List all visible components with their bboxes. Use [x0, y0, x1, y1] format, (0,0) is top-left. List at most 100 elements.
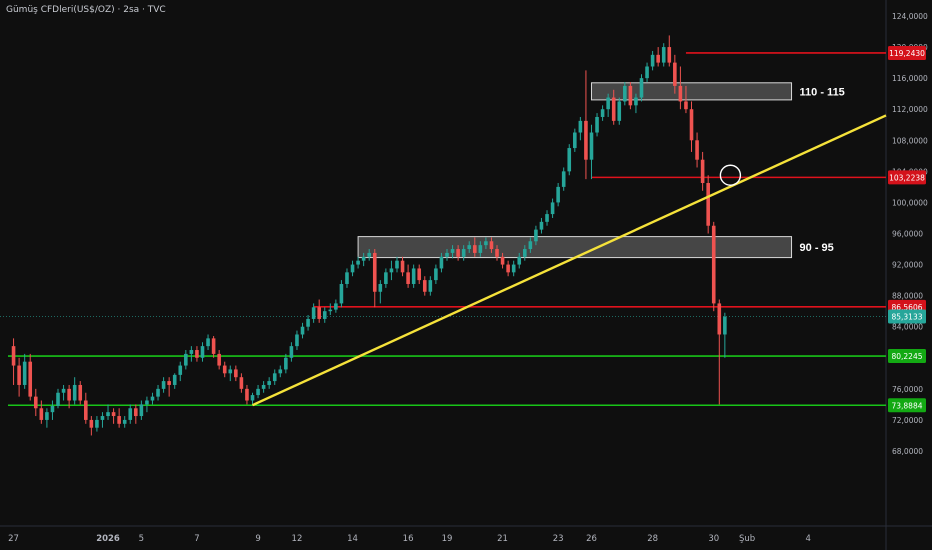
level-price-tag	[888, 398, 926, 413]
candle-body	[606, 97, 610, 110]
candle-body	[645, 66, 649, 79]
x-tick-label: 30	[708, 534, 719, 544]
level-price-tag-text: 80,2245	[891, 352, 922, 361]
x-tick-label: 26	[586, 534, 597, 544]
candle-body	[623, 85, 627, 102]
candle-body	[628, 85, 633, 106]
candle-body	[172, 374, 177, 385]
time-axis[interactable]: 27 2026 5 7 9 12 14 16 19 21 23 26 28 30 Şub 4	[8, 534, 811, 544]
level-price-tag-text: 103,2238	[889, 173, 925, 182]
candle-body	[667, 47, 672, 63]
candle-body	[461, 249, 466, 257]
candle-body	[272, 373, 277, 382]
candle-body	[428, 280, 433, 292]
y-tick-label: 100,0000	[892, 198, 928, 207]
candle-body	[239, 377, 244, 389]
price-axis[interactable]: 124,0000120,0000116,0000112,0000108,0000…	[892, 12, 928, 456]
candle-body	[145, 400, 149, 405]
y-tick-label: 88,0000	[892, 292, 923, 301]
candle-body	[261, 384, 266, 389]
candle-body	[206, 338, 210, 347]
candle-body	[500, 256, 505, 265]
candle-body	[317, 307, 321, 319]
candle-body	[28, 361, 33, 397]
zone-label: 110 - 115	[800, 86, 845, 98]
candle-body	[178, 365, 183, 375]
x-tick-label: 16	[403, 534, 414, 544]
candle-body	[678, 85, 683, 102]
candle-body	[61, 388, 66, 393]
candle-body	[539, 221, 544, 230]
candle-body	[578, 120, 583, 133]
candle-body	[56, 392, 60, 406]
y-tick-label: 84,0000	[892, 323, 923, 332]
zone-box[interactable]	[357, 236, 793, 259]
candle-body	[517, 256, 522, 265]
y-tick-label: 112,0000	[892, 105, 928, 114]
zone-box[interactable]	[590, 82, 793, 101]
x-tick-label: 12	[292, 534, 303, 544]
candle-body	[650, 54, 655, 67]
candle-body	[595, 116, 599, 133]
y-tick-label: 108,0000	[892, 136, 928, 145]
candle-body	[89, 419, 94, 428]
candle-body	[467, 245, 472, 250]
horizontal-levels[interactable]	[0, 52, 886, 407]
candle-body	[267, 381, 271, 385]
candle-body	[300, 326, 305, 335]
candle-body	[122, 419, 127, 424]
candle-body	[634, 97, 638, 106]
candle-body	[422, 280, 427, 292]
candle-body	[22, 361, 27, 385]
level-price-tag	[888, 45, 926, 60]
candle-body	[684, 101, 688, 110]
candle-body	[584, 120, 588, 160]
last-price-tag	[888, 309, 926, 324]
candle-body	[472, 245, 477, 253]
candle-body	[372, 252, 377, 292]
candle-body	[361, 256, 366, 261]
candle-body	[284, 357, 288, 370]
level-price-tag-text: 86,5606	[891, 303, 922, 312]
candle-body	[639, 78, 644, 98]
candle-body	[339, 283, 344, 304]
y-tick-label: 76,0000	[892, 385, 923, 394]
x-tick-label: 21	[497, 534, 508, 544]
candle-body	[222, 365, 227, 374]
y-tick-label: 124,0000	[892, 12, 928, 21]
candle-body	[195, 350, 199, 358]
x-tick-label: Şub	[739, 534, 755, 544]
candle-body	[167, 381, 171, 385]
candle-body	[334, 303, 338, 310]
candle-body	[161, 381, 166, 389]
candle-body	[11, 346, 16, 366]
candle-body	[661, 47, 666, 63]
candle-body	[573, 132, 577, 149]
intersection-marker	[719, 164, 742, 186]
zone-label: 90 - 95	[800, 242, 834, 254]
candle-body	[545, 214, 549, 222]
candle-body	[106, 412, 110, 417]
candle-body	[695, 140, 699, 160]
candle-body	[50, 405, 55, 413]
candle-body	[83, 400, 88, 420]
candle-body	[328, 309, 333, 312]
x-tick-label: 14	[347, 534, 358, 544]
candle-body	[434, 268, 438, 281]
level-price-tag-text: 119,2430	[889, 49, 925, 58]
candle-body	[384, 272, 388, 284]
candle-body	[211, 338, 216, 354]
candle-body	[217, 353, 221, 366]
trendline[interactable]	[252, 114, 887, 407]
candle-body	[700, 159, 705, 184]
price-tags: 119,2430 103,2238 86,5606 80,2245 73,8884 85,…	[888, 45, 926, 413]
candle-body	[406, 272, 410, 284]
candle-body	[156, 388, 160, 397]
candle-body	[33, 396, 38, 409]
rising-trendline[interactable]	[252, 114, 887, 407]
candle-body	[378, 283, 383, 292]
candle-body	[311, 307, 316, 319]
candle-body	[345, 272, 349, 284]
candle-body	[389, 268, 394, 273]
